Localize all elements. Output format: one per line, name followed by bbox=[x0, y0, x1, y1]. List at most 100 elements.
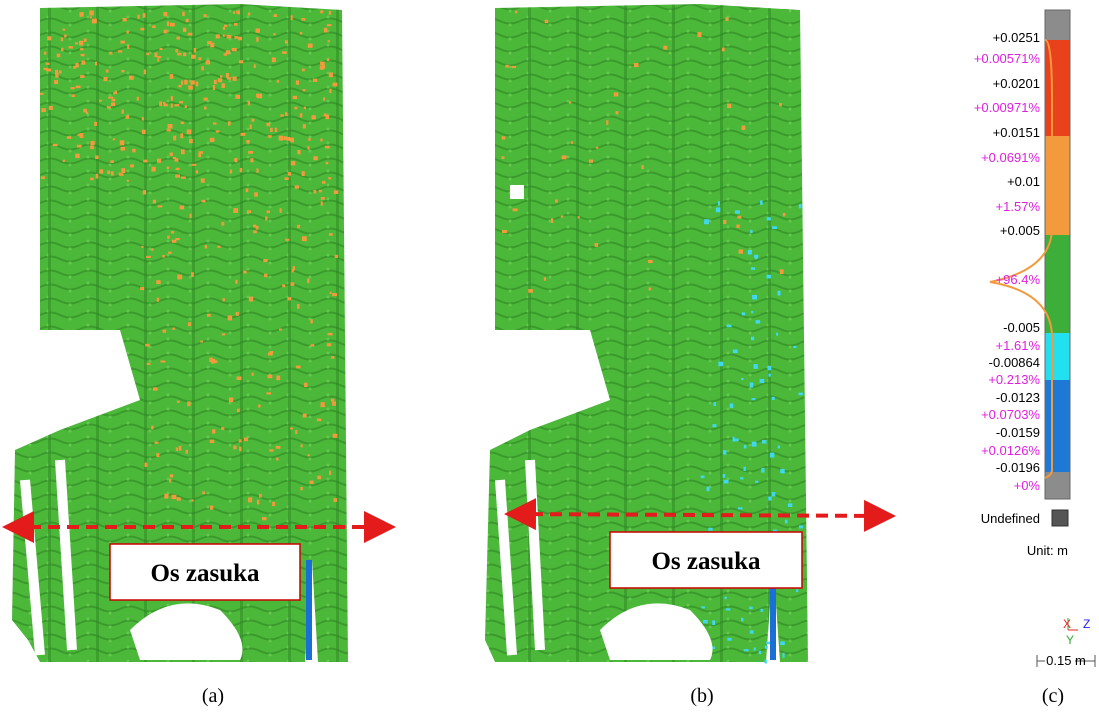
speckle bbox=[333, 83, 338, 87]
speckle bbox=[92, 19, 97, 24]
speckle bbox=[169, 479, 171, 483]
speckle bbox=[69, 46, 73, 48]
speckle bbox=[53, 144, 58, 146]
speckle bbox=[222, 333, 225, 335]
speckle bbox=[167, 236, 169, 239]
speckle bbox=[196, 82, 198, 87]
speckle bbox=[151, 248, 153, 251]
speckle bbox=[268, 135, 272, 137]
speckle bbox=[641, 165, 643, 169]
speckle bbox=[776, 333, 778, 336]
speckle bbox=[267, 211, 270, 214]
speckle bbox=[226, 73, 229, 78]
speckle bbox=[297, 150, 300, 154]
speckle bbox=[198, 57, 201, 60]
speckle bbox=[648, 260, 653, 263]
speckle bbox=[248, 497, 252, 502]
scale-value: +0.01 bbox=[1007, 174, 1040, 189]
speckle bbox=[712, 620, 715, 625]
speckle bbox=[61, 48, 63, 52]
speckle bbox=[167, 129, 171, 131]
speckle bbox=[143, 160, 147, 163]
speckle bbox=[606, 120, 608, 125]
speckle bbox=[168, 252, 171, 254]
speckle bbox=[296, 80, 299, 84]
speckle bbox=[171, 96, 173, 101]
speckle bbox=[145, 344, 149, 347]
speckle bbox=[256, 168, 258, 172]
speckle bbox=[75, 42, 78, 44]
speckle bbox=[142, 130, 146, 134]
speckle bbox=[307, 146, 309, 149]
speckle bbox=[210, 43, 214, 48]
speckle bbox=[154, 441, 158, 443]
speckle bbox=[309, 481, 313, 484]
speckle bbox=[726, 608, 730, 610]
speckle bbox=[327, 24, 331, 26]
speckle bbox=[213, 122, 216, 124]
speckle bbox=[753, 364, 757, 369]
speckle bbox=[157, 58, 159, 61]
speckle bbox=[236, 11, 239, 14]
speckle bbox=[751, 267, 755, 270]
speckle bbox=[772, 226, 777, 229]
speckle bbox=[121, 168, 125, 173]
speckle bbox=[302, 89, 305, 91]
speckle bbox=[111, 102, 115, 106]
scale-percentage: +0.0691% bbox=[981, 150, 1040, 165]
speckle bbox=[799, 204, 802, 208]
speckle bbox=[302, 69, 305, 72]
speckle bbox=[160, 361, 165, 363]
speckle bbox=[84, 38, 87, 41]
speckle bbox=[723, 450, 727, 454]
speckle bbox=[49, 106, 53, 110]
speckle bbox=[335, 255, 338, 258]
speckle bbox=[108, 97, 113, 99]
speckle bbox=[282, 284, 285, 287]
speckle bbox=[738, 507, 743, 509]
speckle bbox=[265, 216, 267, 220]
speckle bbox=[300, 113, 302, 117]
speckle bbox=[326, 115, 329, 119]
speckle bbox=[240, 168, 243, 172]
speckle bbox=[196, 170, 198, 173]
annotation: Os zasuka bbox=[651, 548, 761, 575]
speckle bbox=[229, 397, 233, 402]
speckle bbox=[167, 167, 170, 170]
speckle bbox=[41, 176, 45, 179]
speckle bbox=[130, 164, 134, 167]
speckle bbox=[63, 160, 65, 162]
speckle bbox=[247, 210, 251, 213]
speckle bbox=[64, 34, 66, 37]
speckle bbox=[760, 379, 765, 383]
speckle bbox=[736, 225, 739, 228]
speckle bbox=[113, 92, 115, 94]
speckle bbox=[778, 446, 780, 449]
speckle bbox=[782, 653, 784, 658]
speckle bbox=[741, 618, 743, 621]
speckle bbox=[109, 52, 112, 55]
speckle bbox=[99, 100, 102, 102]
speckle bbox=[228, 121, 231, 125]
speckle bbox=[122, 18, 126, 21]
speckle bbox=[163, 12, 167, 16]
speckle bbox=[297, 225, 300, 228]
speckle bbox=[290, 138, 294, 143]
speckle bbox=[578, 216, 580, 218]
speckle bbox=[297, 304, 299, 309]
speckle bbox=[258, 404, 260, 407]
speckle bbox=[744, 467, 746, 471]
speckle bbox=[329, 233, 333, 236]
speckle bbox=[223, 34, 225, 37]
speckle bbox=[185, 105, 187, 108]
speckle bbox=[571, 141, 573, 143]
speckle bbox=[266, 392, 271, 394]
speckle bbox=[178, 85, 181, 87]
speckle bbox=[147, 363, 151, 365]
speckle bbox=[280, 208, 282, 213]
speckle bbox=[634, 63, 639, 67]
speckle bbox=[191, 164, 196, 166]
speckle bbox=[235, 95, 240, 99]
speckle bbox=[180, 133, 183, 138]
speckle bbox=[768, 374, 770, 377]
